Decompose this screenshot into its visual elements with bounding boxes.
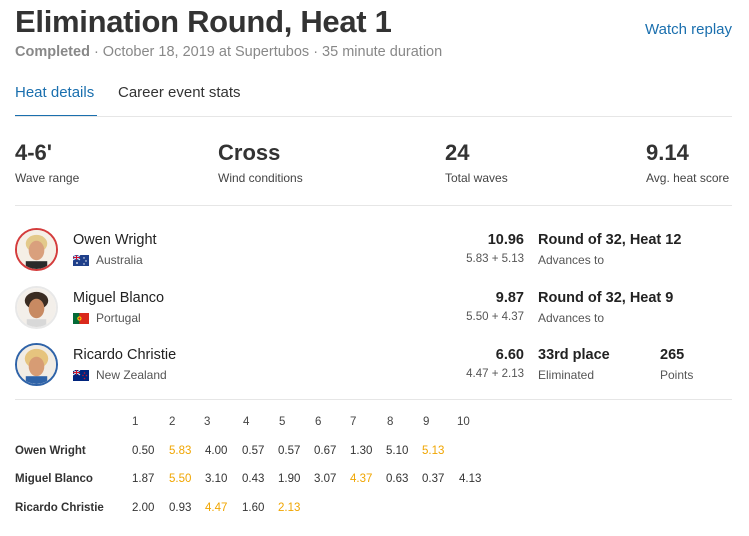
stat-wind-conditions: Cross Wind conditions: [218, 140, 303, 185]
australia-flag-icon: [73, 254, 89, 266]
athlete-country: New Zealand: [73, 368, 167, 382]
wave-score: 4.13: [459, 473, 482, 485]
wave-score: 5.50: [169, 473, 192, 485]
wave-score: 0.63: [386, 473, 409, 485]
wave-score: 4.00: [205, 445, 228, 457]
heat-status: Completed: [15, 44, 90, 60]
heat-breakdown: 5.50 + 4.37: [466, 311, 524, 323]
heat-total: 9.87: [495, 290, 524, 306]
wave-score: 4.37: [350, 473, 373, 485]
stat-wave-range: 4-6' Wave range: [15, 140, 79, 185]
country-name: Australia: [96, 253, 143, 267]
heat-total: 6.60: [495, 347, 524, 363]
wave-score: 5.10: [386, 445, 409, 457]
wave-row-athlete-name: Miguel Blanco: [15, 473, 93, 485]
heat-result-sub: Advances to: [538, 311, 605, 325]
avatar: [15, 343, 58, 386]
athlete-country: Portugal: [73, 311, 141, 325]
heat-breakdown: 4.47 + 2.13: [466, 368, 524, 380]
heat-result: Round of 32, Heat 12: [538, 232, 682, 248]
wave-score: 5.83: [169, 445, 192, 457]
athlete-name: Miguel Blanco: [73, 290, 165, 306]
wave-number-header: 4: [243, 416, 250, 428]
heat-meta: Completed · October 18, 2019 at Supertub…: [15, 44, 442, 60]
wave-score: 5.13: [422, 445, 445, 457]
athletes-divider: [15, 399, 732, 400]
wave-number-header: 5: [279, 416, 286, 428]
wave-row-athlete-name: Owen Wright: [15, 445, 86, 457]
athlete-country: Australia: [73, 253, 143, 267]
heat-result-sub: Eliminated: [538, 368, 595, 382]
page-title: Elimination Round, Heat 1: [15, 4, 392, 39]
wave-score: 0.57: [242, 445, 265, 457]
athlete-row[interactable]: Ricardo Christie New Zealand 6.60 4.47 +…: [15, 338, 732, 388]
wave-number-header: 8: [387, 416, 394, 428]
wave-score: 1.60: [242, 502, 265, 514]
wave-score: 0.43: [242, 473, 265, 485]
wave-number-header: 10: [457, 416, 470, 428]
heat-breakdown: 5.83 + 5.13: [466, 253, 524, 265]
event-points-label: Points: [660, 368, 694, 382]
wave-score: 0.37: [422, 473, 445, 485]
tab-heat-details[interactable]: Heat details: [15, 84, 97, 117]
heat-result: Round of 32, Heat 9: [538, 290, 674, 306]
heat-total: 10.96: [487, 232, 524, 248]
wave-score: 4.47: [205, 502, 228, 514]
wave-score: 3.07: [314, 473, 337, 485]
heat-result: 33rd place: [538, 347, 610, 363]
wave-score: 1.30: [350, 445, 373, 457]
wave-score: 2.13: [278, 502, 301, 514]
stat-value: 9.14: [646, 140, 689, 165]
stat-value: 24: [445, 140, 470, 165]
wave-score: 1.90: [278, 473, 301, 485]
avatar: [15, 286, 58, 329]
country-name: New Zealand: [96, 368, 167, 382]
wave-number-header: 9: [423, 416, 430, 428]
stat-avg-heat-score: 9.14 Avg. heat score: [646, 140, 729, 185]
wave-score: 0.67: [314, 445, 337, 457]
tab-career-event-stats[interactable]: Career event stats: [118, 84, 241, 101]
stat-label: Avg. heat score: [646, 171, 730, 185]
watch-replay-link[interactable]: Watch replay: [645, 21, 732, 38]
wave-number-header: 6: [315, 416, 322, 428]
athlete-name: Ricardo Christie: [73, 347, 177, 363]
athlete-row[interactable]: Owen Wright Australia 10.96 5.83 + 5.13 …: [15, 223, 732, 273]
stat-label: Wave range: [15, 171, 80, 185]
wave-score: 0.57: [278, 445, 301, 457]
stat-label: Wind conditions: [218, 171, 303, 185]
portugal-flag-icon: [73, 312, 89, 324]
heat-meta-details: · October 18, 2019 at Supertubos · 35 mi…: [89, 44, 443, 60]
stat-value: 4-6': [15, 140, 53, 165]
country-name: Portugal: [96, 311, 141, 325]
avatar: [15, 228, 58, 271]
tab-bar: Heat details Career event stats: [15, 84, 732, 117]
wave-number-header: 1: [132, 416, 139, 428]
stat-total-waves: 24 Total waves: [445, 140, 508, 185]
wave-score: 2.00: [132, 502, 155, 514]
wave-score: 3.10: [205, 473, 228, 485]
stats-divider: [15, 205, 732, 206]
wave-score: 0.50: [132, 445, 155, 457]
athlete-row[interactable]: Miguel Blanco Portugal 9.87 5.50 + 4.37 …: [15, 281, 732, 331]
stat-label: Total waves: [445, 171, 508, 185]
wave-number-header: 2: [169, 416, 176, 428]
wave-row-athlete-name: Ricardo Christie: [15, 502, 104, 514]
wave-score: 0.93: [169, 502, 192, 514]
stat-value: Cross: [218, 140, 281, 165]
athlete-name: Owen Wright: [73, 232, 157, 248]
new-zealand-flag-icon: [73, 369, 89, 381]
wave-number-header: 7: [350, 416, 357, 428]
heat-result-sub: Advances to: [538, 253, 605, 267]
wave-score: 1.87: [132, 473, 155, 485]
wave-number-header: 3: [204, 416, 211, 428]
event-points: 265: [660, 347, 685, 363]
tabs-divider: [15, 116, 732, 117]
